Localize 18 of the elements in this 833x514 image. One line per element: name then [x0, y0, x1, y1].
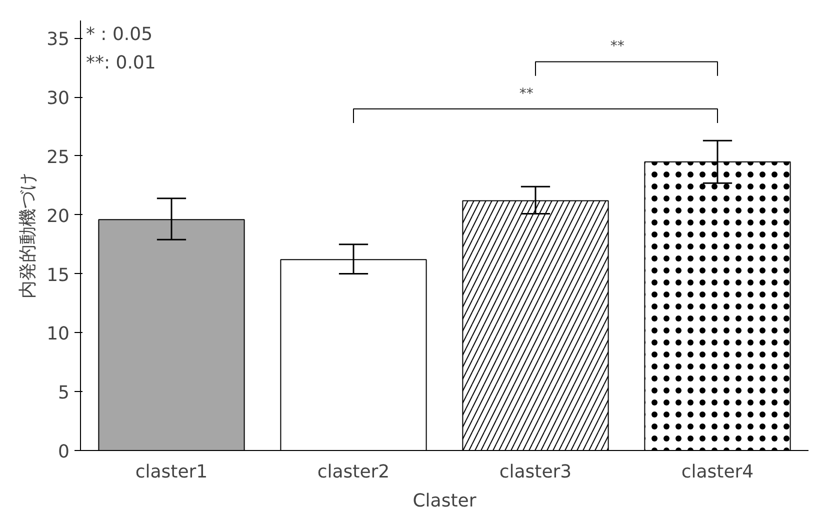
x-tick-label: claster2	[317, 462, 390, 482]
y-axis-title: 内発的動機づけ	[18, 172, 39, 298]
y-tick-label: 10	[46, 324, 70, 345]
y-tick-label: 25	[46, 146, 70, 168]
annotation: **: 0.01	[86, 52, 156, 74]
annotation: **	[610, 38, 624, 55]
x-tick-label: claster4	[681, 462, 754, 482]
x-tick-label: claster1	[135, 462, 208, 482]
annotation: * : 0.05	[86, 24, 153, 46]
y-tick-label: 20	[46, 206, 70, 227]
y-tick-label: 0	[58, 442, 70, 462]
annotation: **	[519, 86, 534, 102]
x-tick-label: claster3	[499, 462, 572, 482]
y-tick-label: 35	[46, 29, 70, 50]
x-axis-title: Claster	[412, 490, 477, 512]
y-tick-label: 5	[58, 382, 70, 404]
y-tick-label: 15	[46, 264, 70, 286]
y-tick-label: 30	[46, 88, 70, 110]
